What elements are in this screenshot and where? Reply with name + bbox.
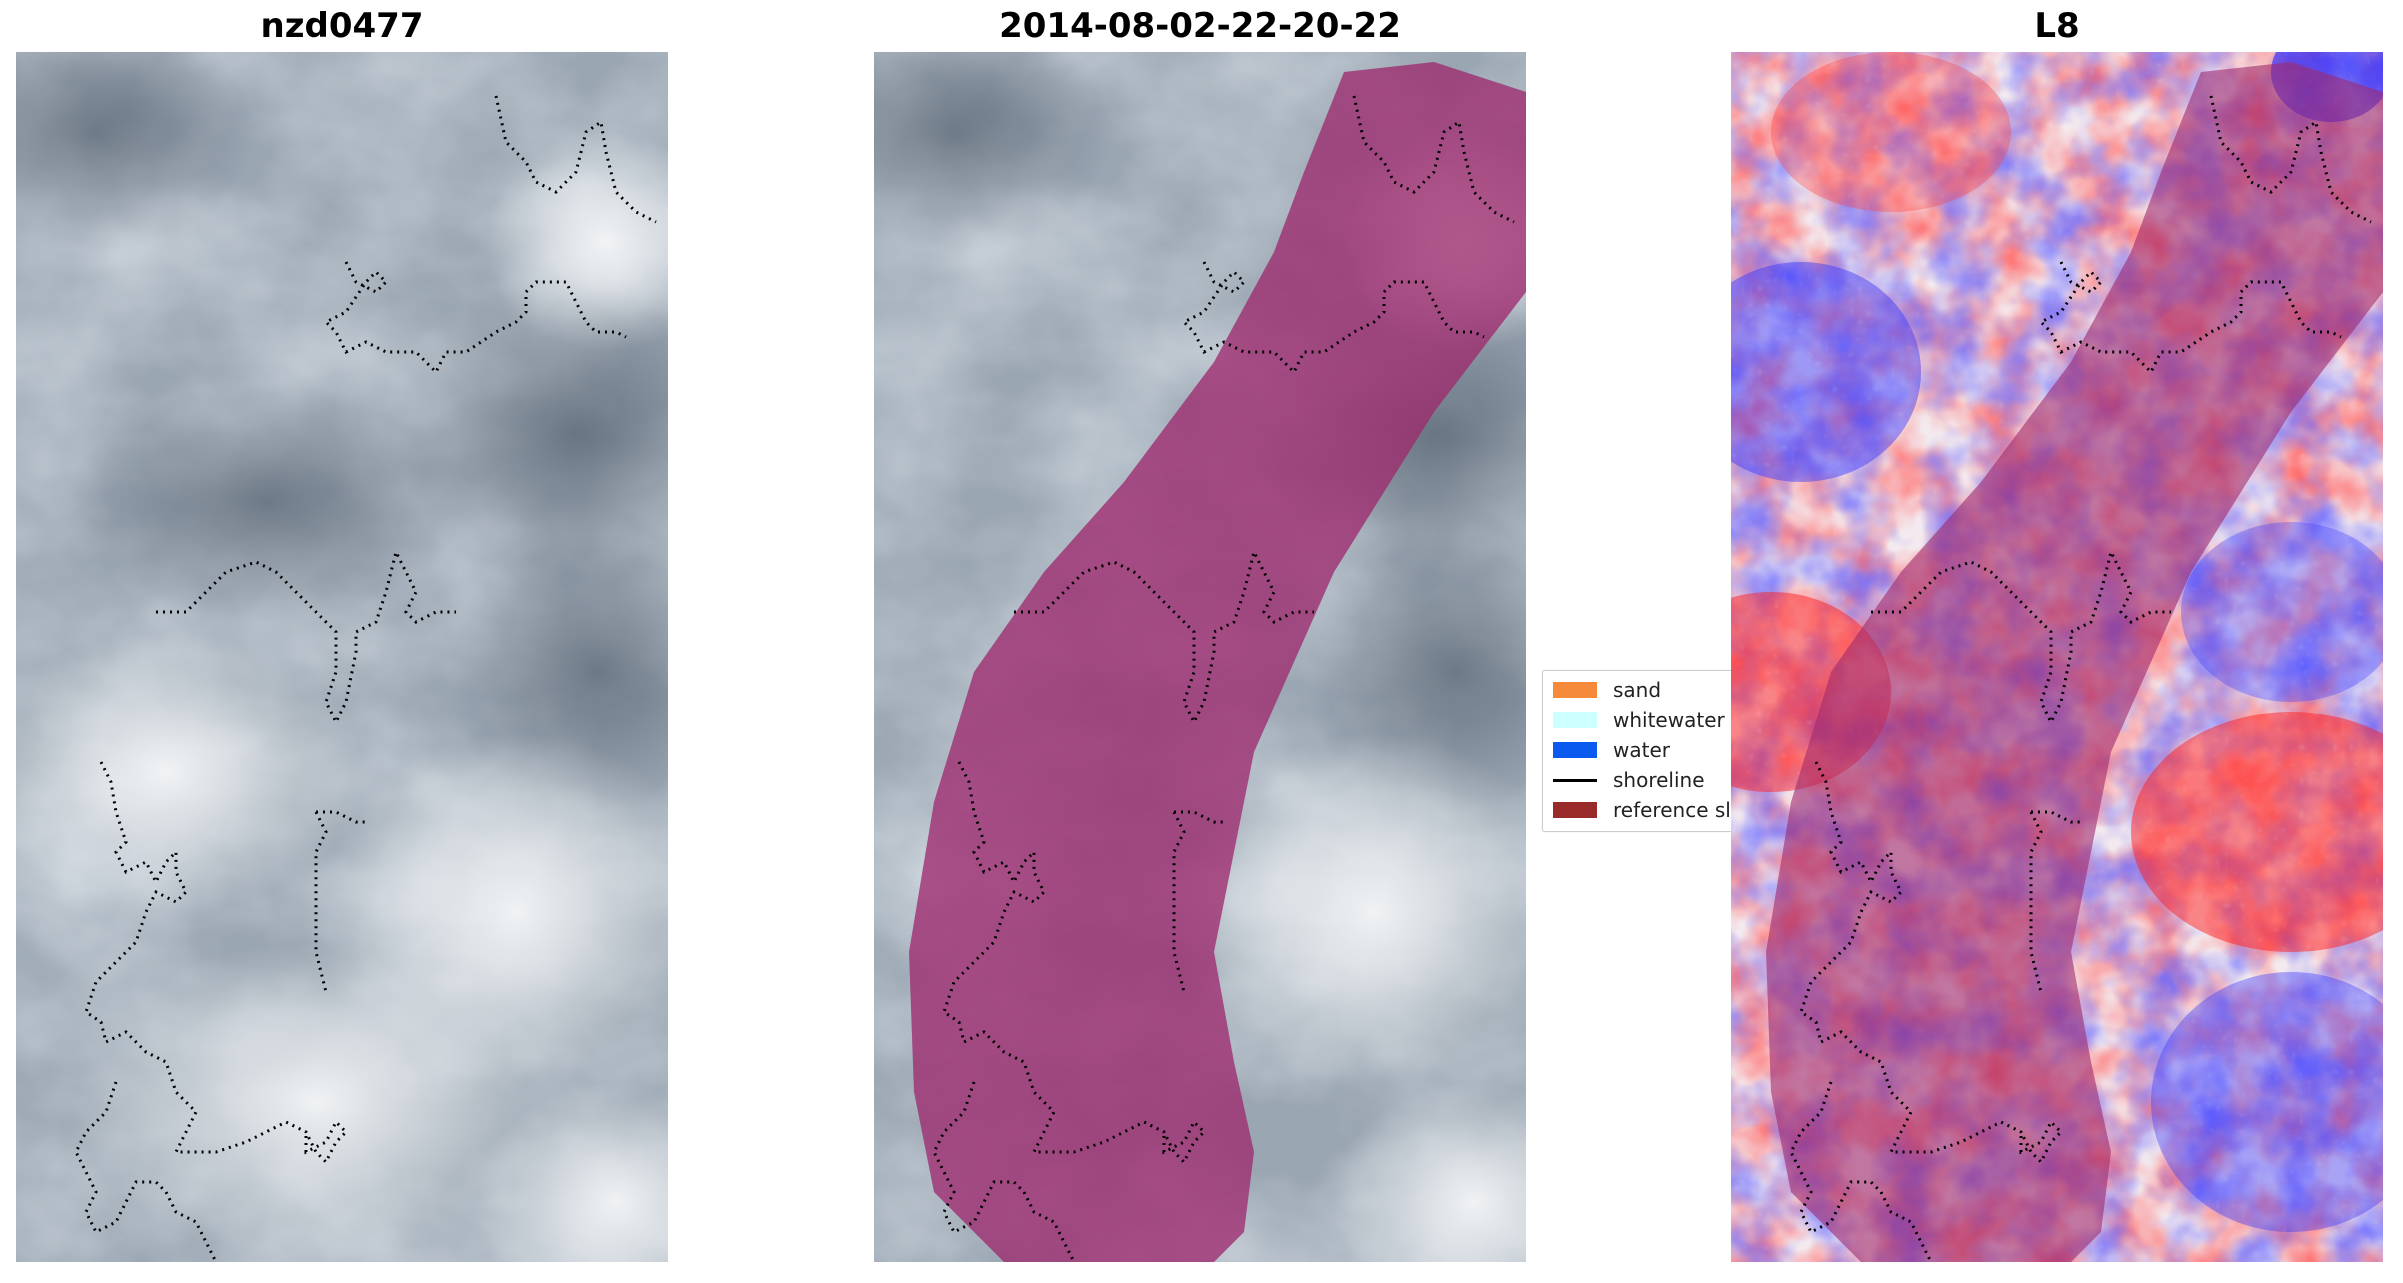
panel-title-classified: 2014-08-02-22-20-22 <box>999 6 1401 46</box>
legend-item-whitewater: whitewater <box>1553 707 1725 733</box>
classified-image-panel <box>874 52 1526 1262</box>
shoreline <box>74 95 657 1262</box>
whitewater-swatch <box>1553 712 1597 728</box>
rgb-image-panel <box>16 52 668 1262</box>
index-image-panel <box>1731 52 2383 1262</box>
legend-item-water: water <box>1553 737 1670 763</box>
classified-image <box>874 52 1526 1262</box>
legend-item-shoreline: shoreline <box>1553 767 1705 793</box>
reference-shoreline-swatch <box>1553 802 1597 818</box>
shoreline <box>1789 95 2372 1262</box>
legend-label: shoreline <box>1613 768 1705 792</box>
sand-swatch <box>1553 682 1597 698</box>
shoreline <box>932 95 1515 1262</box>
legend-item-sand: sand <box>1553 677 1661 703</box>
legend-label: reference sl <box>1613 798 1731 822</box>
reference-shoreline-buffer <box>909 62 1526 1262</box>
legend: sand whitewater water shoreline referenc… <box>1542 670 1734 832</box>
rgb-image <box>16 52 668 1262</box>
panel-title-rgb: nzd0477 <box>260 6 424 46</box>
index-image <box>1731 52 2383 1262</box>
panel-title-index: L8 <box>2034 6 2080 46</box>
water-swatch <box>1553 742 1597 758</box>
shoreline-line-swatch <box>1553 778 1597 782</box>
legend-item-reference-shoreline: reference sl <box>1553 797 1731 823</box>
legend-label: sand <box>1613 678 1662 702</box>
legend-label: water <box>1613 738 1670 762</box>
reference-shoreline-buffer <box>1766 62 2383 1262</box>
legend-label: whitewater <box>1613 708 1725 732</box>
